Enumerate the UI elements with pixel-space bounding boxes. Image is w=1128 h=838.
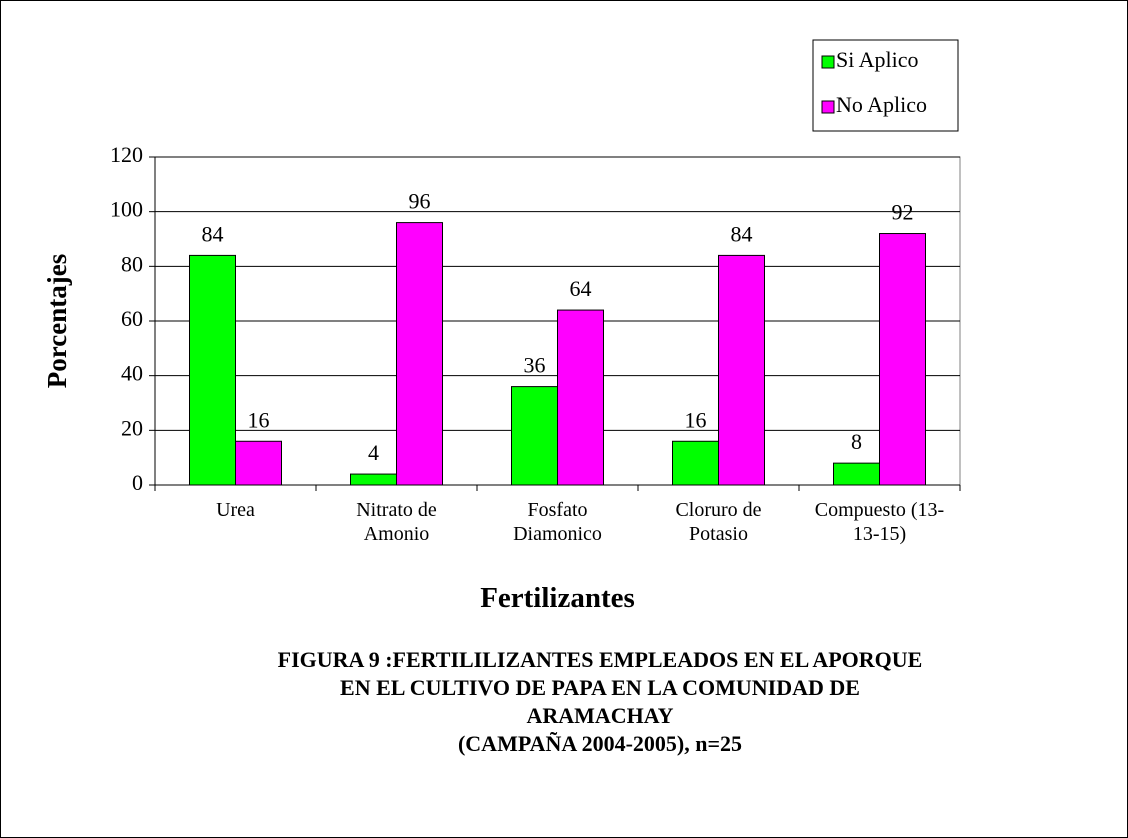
- data-label: 92: [892, 200, 914, 225]
- caption-line: FIGURA 9 :FERTILILIZANTES EMPLEADOS EN E…: [277, 647, 923, 672]
- x-tick-label: Urea: [216, 499, 255, 521]
- data-label: 4: [368, 440, 379, 465]
- caption-line: EN EL CULTIVO DE PAPA EN LA COMUNIDAD DE: [340, 675, 860, 700]
- bar: [833, 462, 880, 486]
- bar: [879, 233, 926, 486]
- legend-box: [812, 39, 959, 132]
- caption-line: (CAMPAÑA 2004-2005), n=25: [457, 731, 743, 756]
- legend-label: Si Aplico: [836, 47, 919, 72]
- bar: [396, 222, 443, 486]
- bar: [350, 473, 397, 486]
- legend-label: No Aplico: [836, 92, 927, 117]
- data-label: 16: [248, 407, 270, 432]
- y-tick-label: 40: [121, 361, 143, 386]
- x-tick-label: Fosfato Diamonico: [513, 499, 602, 545]
- data-label: 36: [524, 353, 546, 378]
- data-label: 64: [570, 276, 592, 301]
- x-axis-label: Fertilizantes: [480, 582, 635, 614]
- bar: [189, 254, 236, 486]
- y-tick-label: 20: [121, 415, 143, 440]
- x-tick-label: Nitrato de Amonio: [356, 499, 437, 545]
- data-label: 84: [202, 221, 224, 246]
- legend-swatch: [821, 55, 835, 69]
- legend-swatch: [821, 100, 835, 114]
- y-tick-label: 100: [110, 197, 143, 222]
- bar: [557, 309, 604, 486]
- y-tick-label: 120: [110, 142, 143, 167]
- x-tick-label: Cloruro de Potasio: [675, 499, 762, 545]
- bar: [511, 386, 558, 486]
- x-tick-label: Compuesto (13-13-15): [814, 499, 945, 545]
- y-tick-label: 60: [121, 306, 143, 331]
- y-tick-label: 0: [132, 470, 143, 495]
- y-tick-label: 80: [121, 251, 143, 276]
- caption-line: ARAMACHAY: [526, 703, 674, 728]
- y-axis-label: Porcentajes: [42, 254, 72, 388]
- data-label: 96: [409, 189, 431, 214]
- data-label: 84: [731, 221, 753, 246]
- legend: Si Aplico No Aplico: [812, 39, 959, 132]
- data-label: 16: [685, 407, 707, 432]
- bar: [672, 440, 719, 486]
- bar: [718, 254, 765, 486]
- caption: FIGURA 9 :FERTILILIZANTES EMPLEADOS EN E…: [100, 646, 1100, 758]
- data-label: 8: [851, 429, 862, 454]
- bar: [235, 440, 282, 486]
